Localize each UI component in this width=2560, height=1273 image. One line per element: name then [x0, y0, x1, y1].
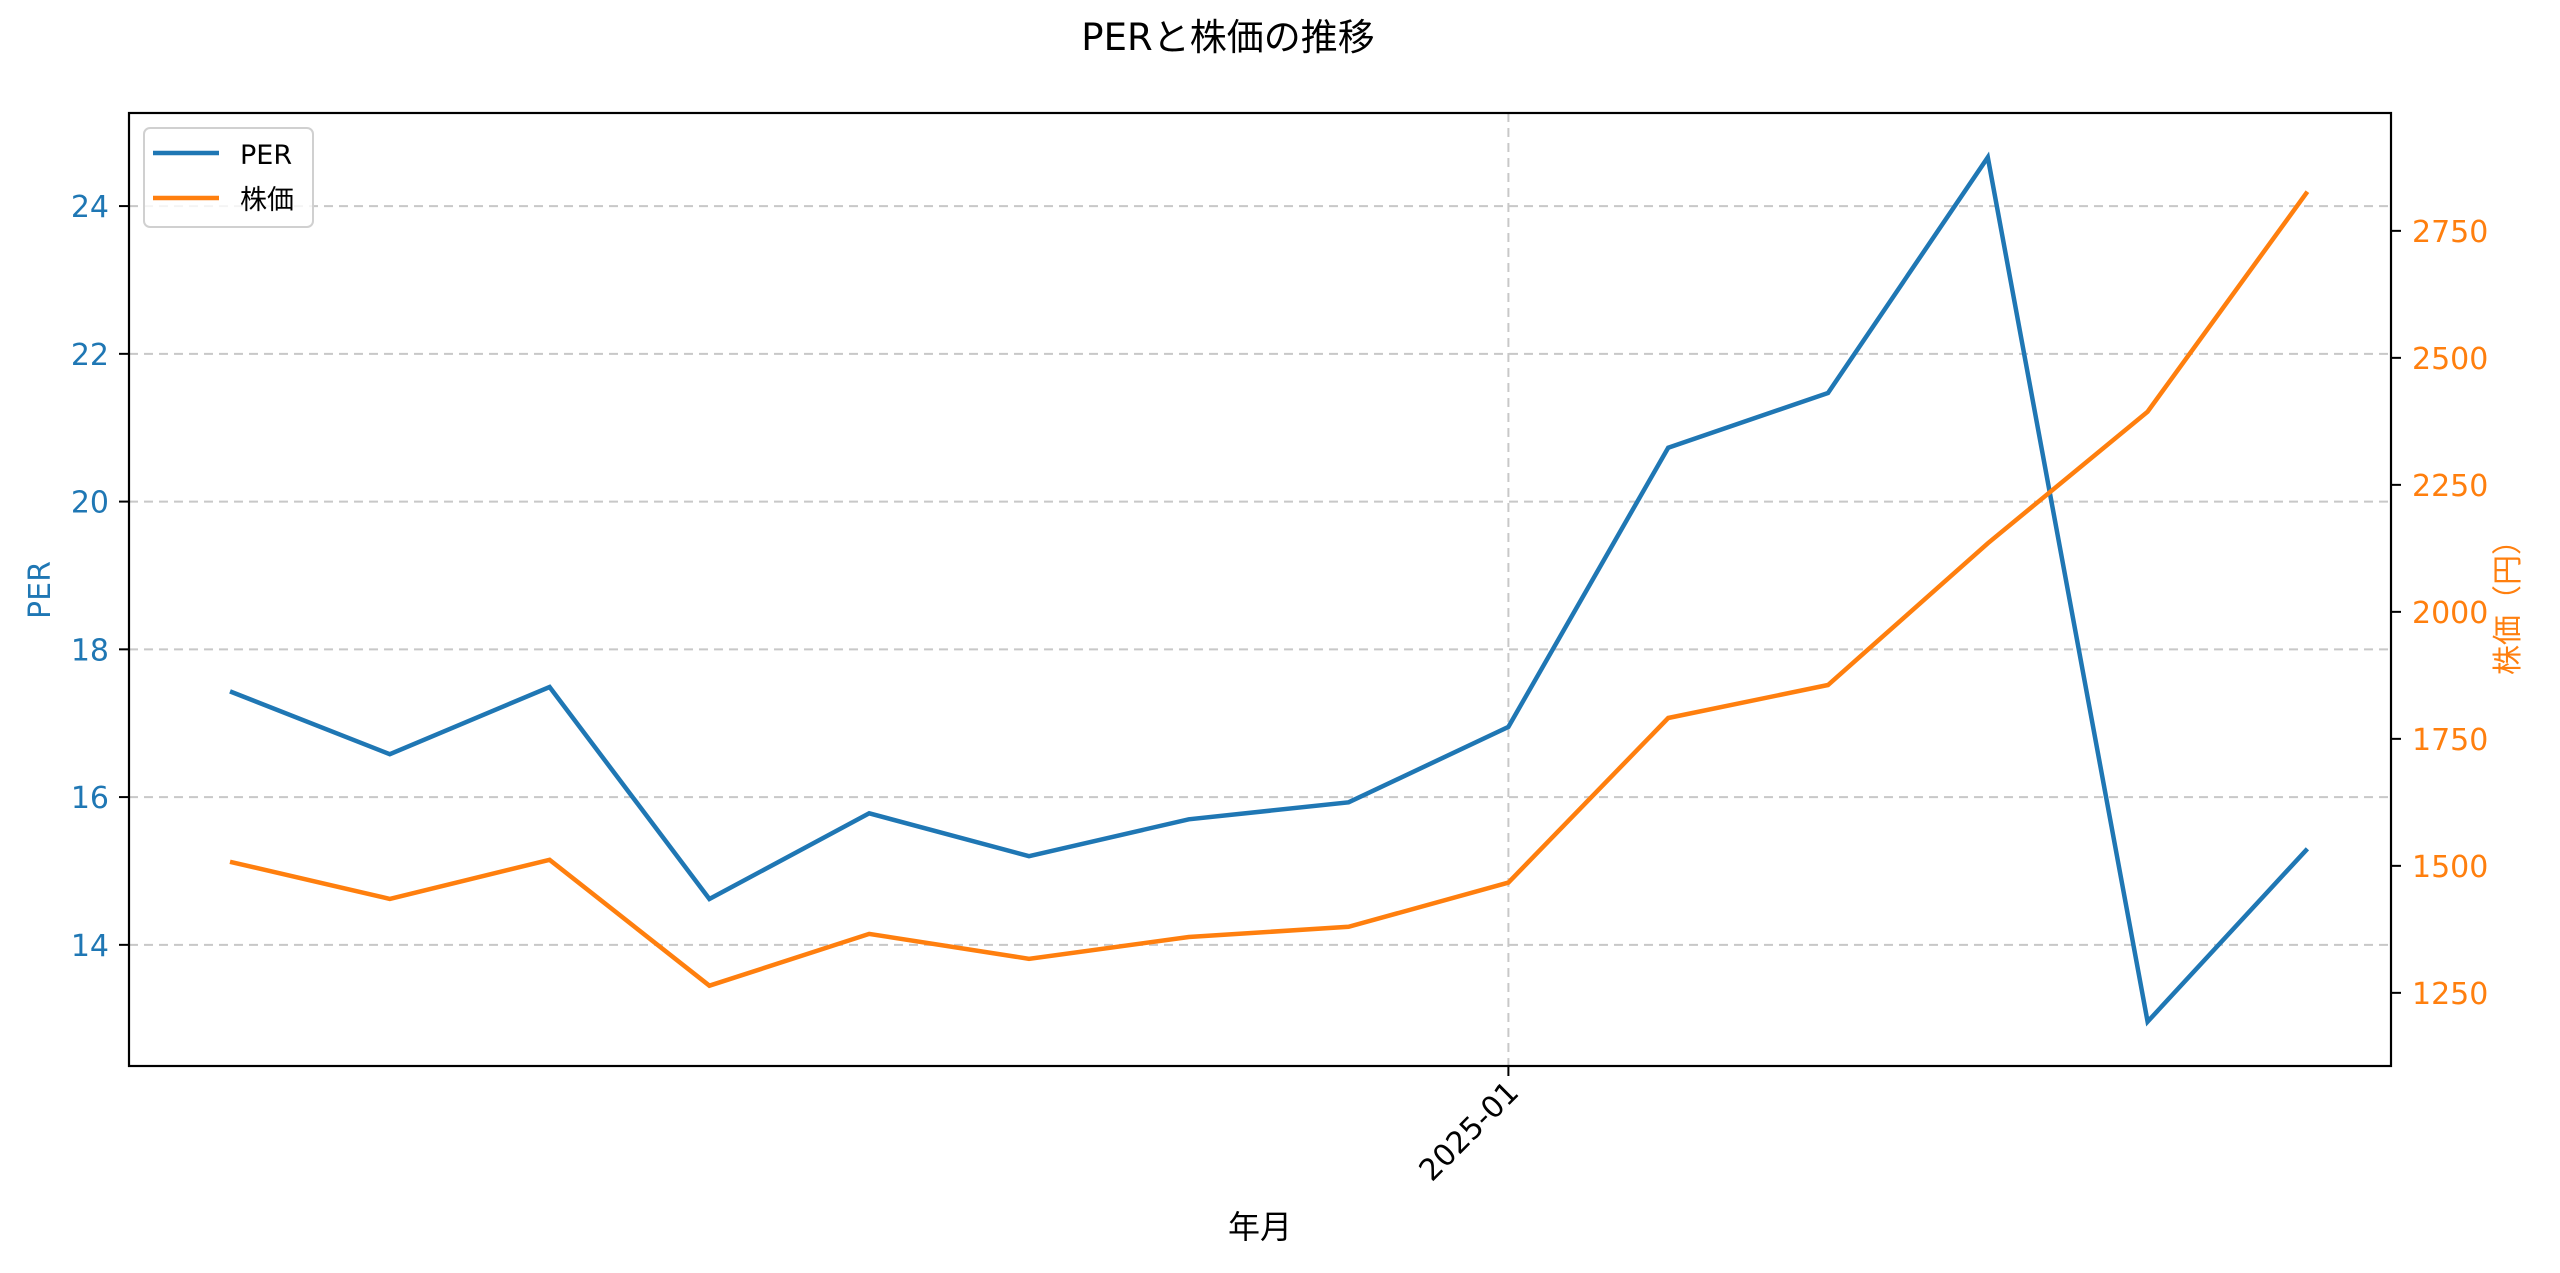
y-tick-label: 18	[71, 633, 109, 668]
y-tick-label-right: 1250	[2412, 977, 2488, 1012]
legend: PER 株価	[143, 127, 314, 228]
y-tick-label: 14	[71, 929, 109, 964]
legend-label-price: 株価	[240, 185, 294, 216]
y-tick-label: 20	[71, 486, 109, 521]
x-axis: 2025-01	[1413, 1066, 1526, 1188]
y-tick-label-right: 1750	[2412, 723, 2488, 758]
grid	[129, 113, 2391, 1066]
y-tick-label-right: 2750	[2412, 215, 2488, 250]
x-tick-label: 2025-01	[1413, 1075, 1526, 1188]
y-axis-label-right: 株価（円）	[2491, 525, 2526, 675]
legend-label-per: PER	[240, 140, 292, 171]
series-line-price	[229, 190, 2310, 989]
chart-title: PERと株価の推移	[1081, 16, 1374, 59]
y-axis-label-left: PER	[23, 561, 58, 619]
plot-area	[229, 151, 2310, 1027]
y-tick-label: 16	[71, 781, 109, 816]
y-tick-label-right: 2500	[2412, 342, 2488, 377]
y-tick-label: 22	[71, 338, 109, 373]
right-y-axis: 1250 1500 1750 2000 2250 2500 2750	[2391, 215, 2488, 1012]
series-line-per	[229, 151, 2310, 1027]
x-axis-label: 年月	[1228, 1208, 1292, 1246]
axes-frame	[127, 111, 2393, 1068]
y-tick-label-right: 2250	[2412, 469, 2488, 504]
y-tick-label-right: 2000	[2412, 596, 2488, 631]
left-y-axis: 14 16 18 20 22 24	[71, 190, 129, 964]
y-tick-label-right: 1500	[2412, 850, 2488, 885]
y-tick-label: 24	[71, 190, 109, 225]
